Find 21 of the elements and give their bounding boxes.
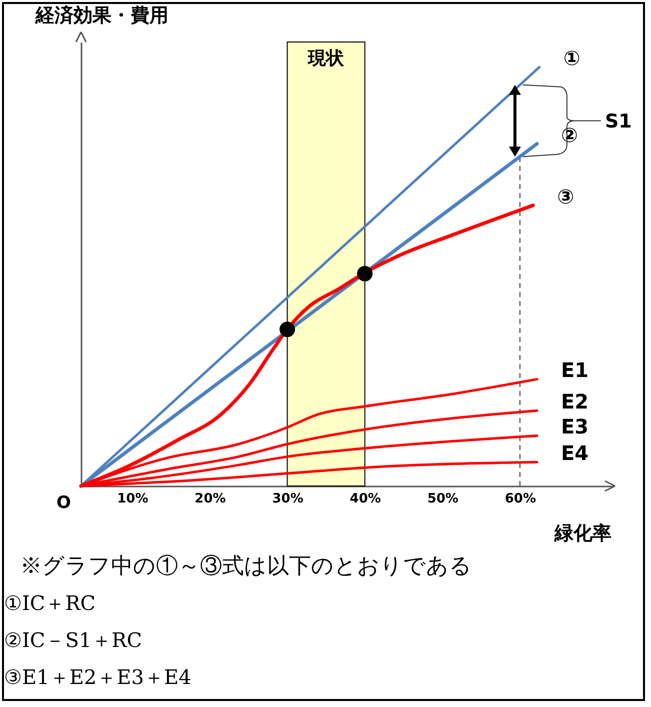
series-label: E3: [561, 414, 589, 439]
series-label: E4: [561, 441, 589, 466]
series-label: E2: [561, 390, 589, 414]
x-axis-title: 緑化率: [554, 522, 612, 544]
x-tick-label: 40%: [350, 492, 381, 506]
y-axis-title: 経済効果・費用: [34, 4, 168, 26]
text: ②IC－S1＋RC: [4, 627, 143, 654]
band-label: 現状: [307, 48, 346, 69]
x-tick-label: 10%: [117, 492, 148, 506]
text: ※グラフ中の①～③式は以下のとおりである: [19, 553, 472, 581]
series-label: ①: [563, 46, 580, 70]
x-tick-label: 20%: [194, 492, 226, 506]
annotation: S1: [604, 110, 632, 133]
series-label: ③: [557, 184, 574, 208]
x-tick-label: 30%: [272, 492, 304, 506]
text: ③E1＋E2＋E3＋E4: [4, 664, 192, 691]
text: O: [56, 493, 71, 513]
x-tick-label: 60%: [504, 492, 536, 506]
x-tick-label: 50%: [427, 492, 458, 506]
series-label: E1: [561, 358, 589, 382]
text: ①IC＋RC: [4, 590, 97, 617]
